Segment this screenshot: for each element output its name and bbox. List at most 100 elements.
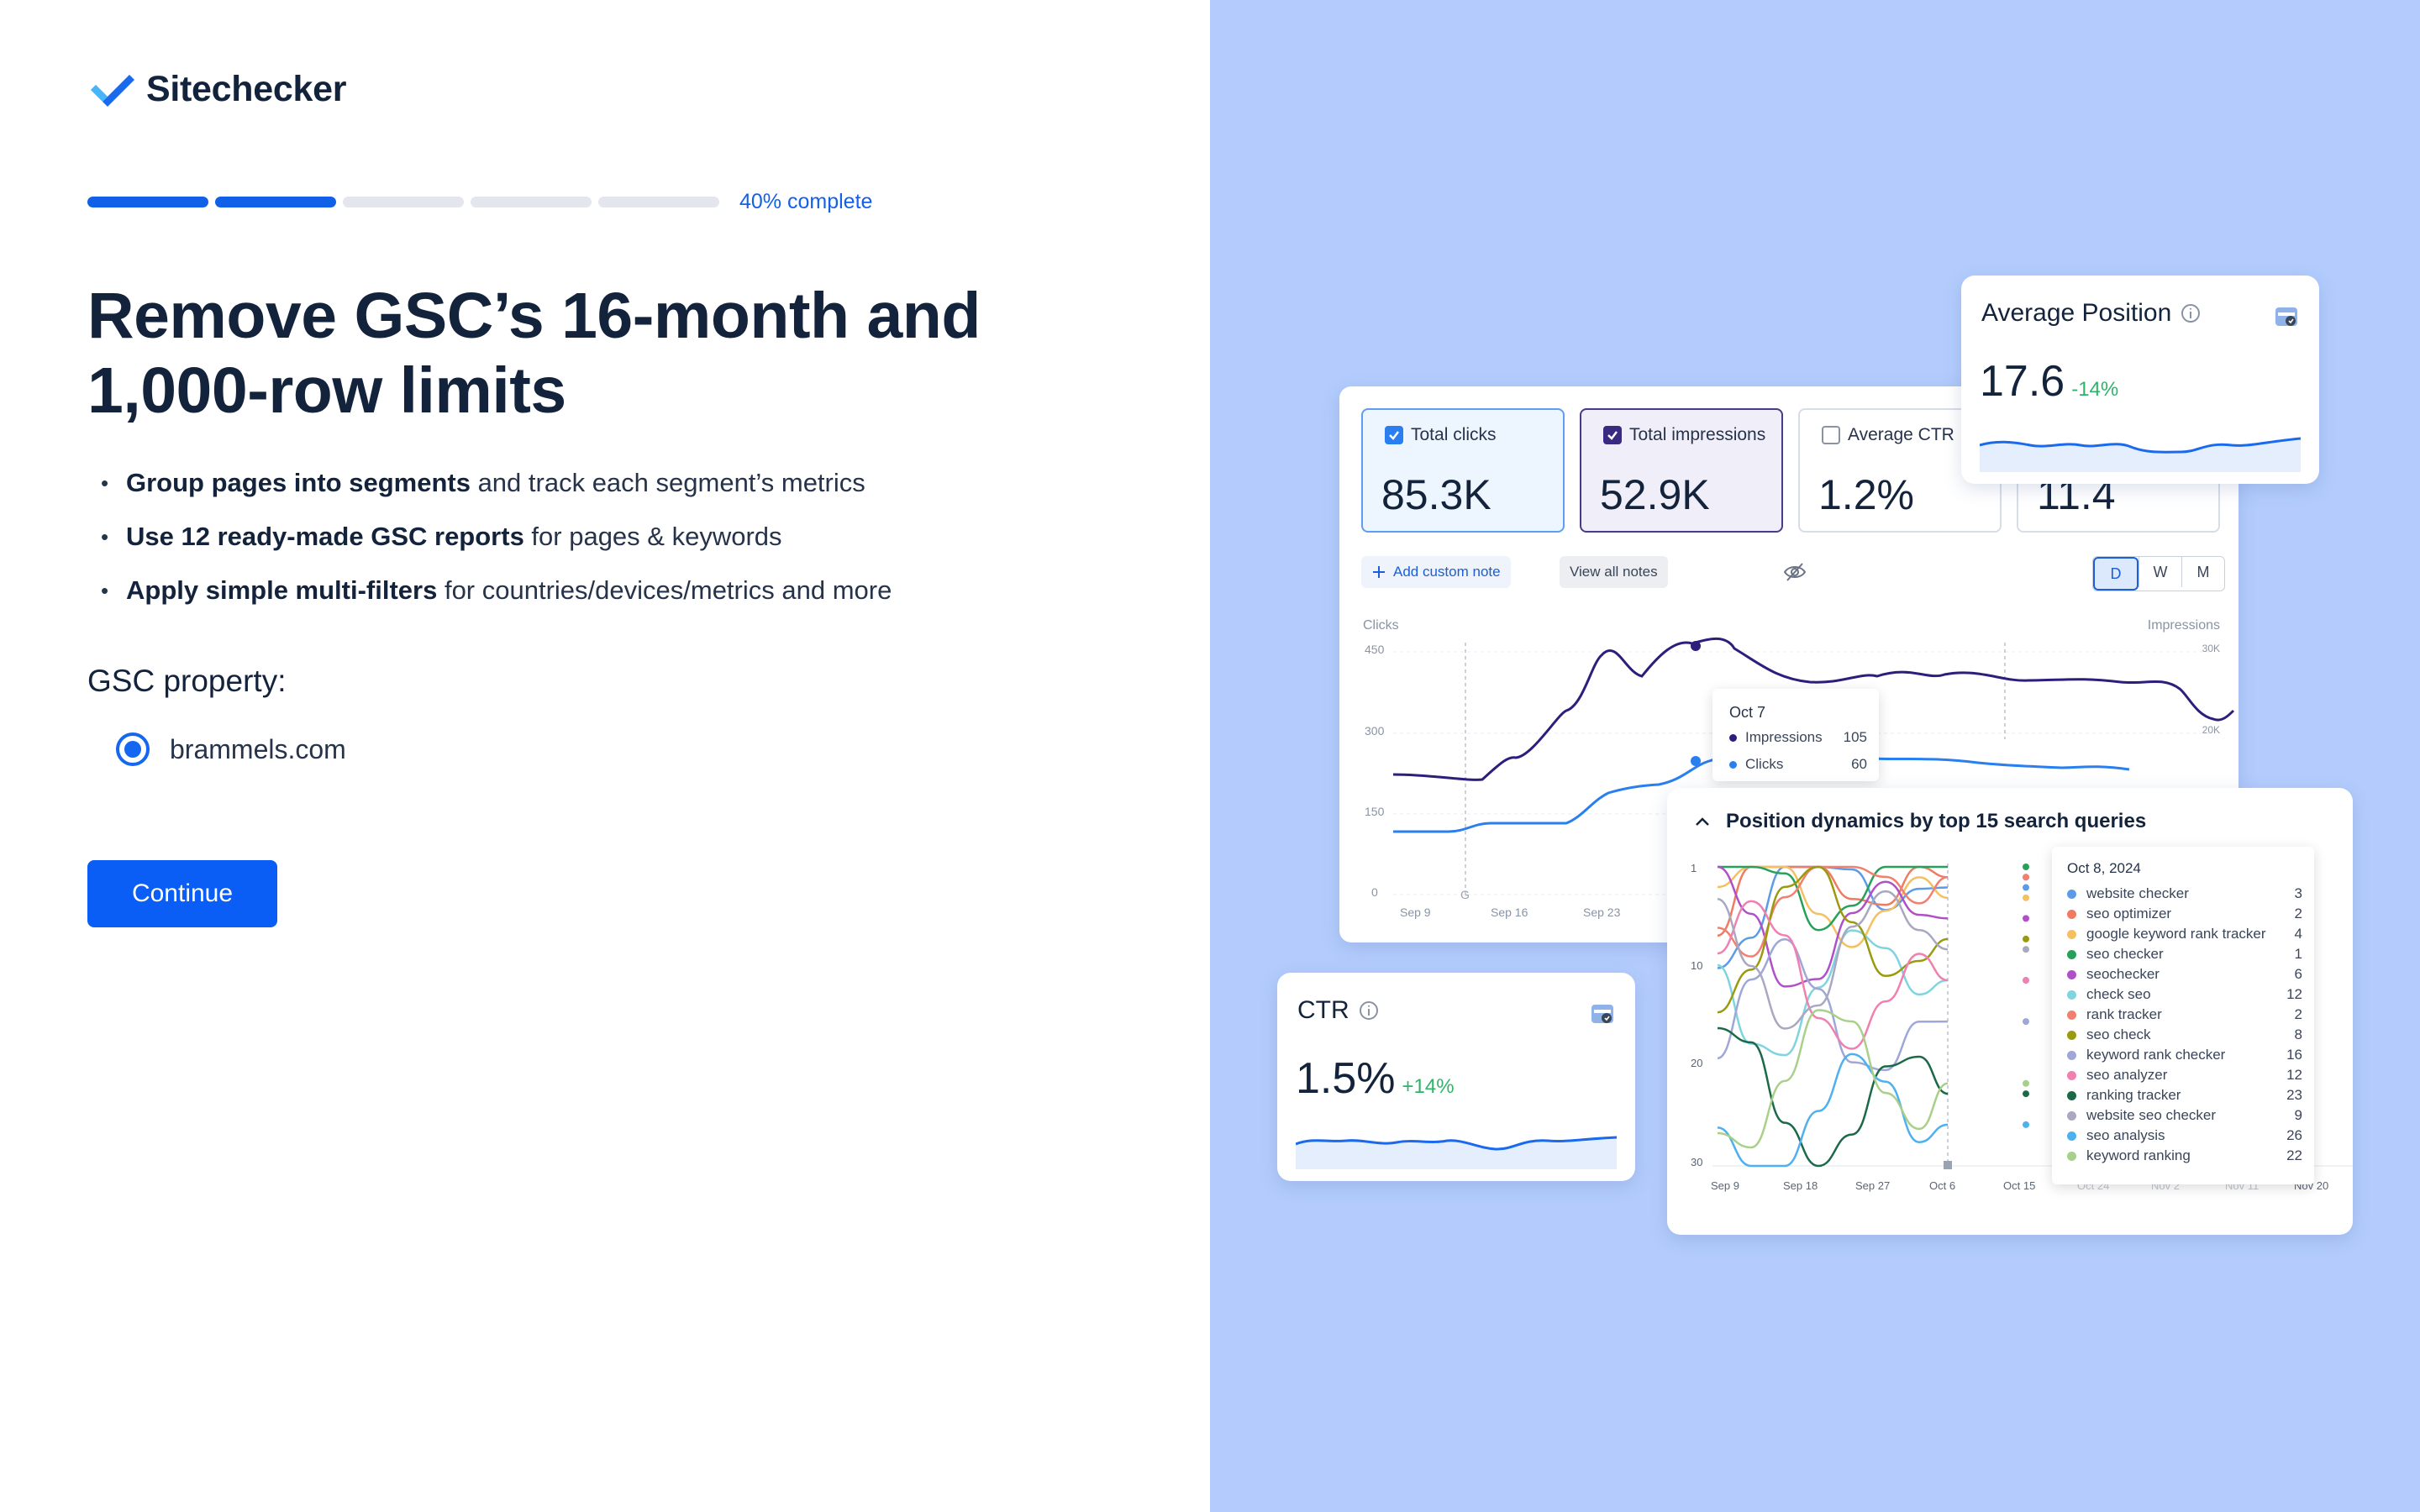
query-position: 12 [2286,986,2302,1002]
query-point [2023,946,2029,953]
radio-selected-dot [124,741,141,758]
tooltip-value: 60 [1851,756,1867,772]
query-name: ranking tracker [2086,1087,2181,1103]
period-week-button[interactable]: W [2139,557,2181,587]
query-point [2023,884,2029,891]
metric-delta: +14% [1402,1075,1455,1098]
query-position: 4 [2294,926,2302,942]
metric-label: Average CTR [1848,425,1954,444]
query-name: website checker [2086,885,2189,901]
x-tick: Sep 23 [1583,906,1621,919]
query-name: check seo [2086,986,2151,1002]
y-tick-right: 20K [2202,724,2220,736]
legend-dot [2067,949,2076,959]
plus-icon [1373,566,1385,578]
checkbox-checked-icon[interactable] [1385,426,1403,444]
lock-icon [1591,1005,1613,1023]
checkbox-checked-icon[interactable] [1603,426,1622,444]
info-icon[interactable] [1358,1000,1380,1021]
feature-item: Use 12 ready-made GSC reports for pages … [101,514,892,568]
legend-dot [2067,990,2076,1000]
feature-item: Group pages into segments and track each… [101,460,892,514]
query-row: google keyword rank tracker 4 [2067,924,2302,944]
radio-button[interactable] [116,732,150,766]
query-line [1718,865,1948,932]
tooltip-label: Clicks [1745,756,1784,772]
legend-dot [2067,889,2076,899]
query-row: check seo 12 [2067,984,2302,1005]
y-tick: 450 [1365,643,1385,656]
tooltip-value: 105 [1843,729,1867,745]
feature-bold: Group pages into segments [126,468,471,497]
y-tick: 150 [1365,805,1385,818]
y-tick: 20 [1691,1057,1703,1069]
legend-dot [2067,1131,2076,1141]
legend-dot [2067,1090,2076,1100]
query-row: keyword ranking 22 [2067,1146,2302,1166]
y-tick: 1 [1691,862,1697,874]
query-position: 16 [2286,1047,2302,1063]
view-all-notes-button[interactable]: View all notes [1560,556,1668,588]
card-title-text: CTR [1297,996,1349,1024]
query-line [1717,929,1949,1057]
y-tick: 10 [1691,959,1703,972]
feature-list: Group pages into segments and track each… [101,460,892,622]
x-tick: Sep 27 [1855,1179,1891,1192]
legend-dot [2067,1050,2076,1060]
x-tick: Sep 16 [1491,906,1528,919]
chevron-up-icon[interactable] [1694,816,1711,827]
query-name: seo analysis [2086,1127,2165,1143]
progress-segment [471,197,592,207]
metric-value: 17.6 [1980,357,2065,406]
query-position: 2 [2294,1006,2302,1022]
tooltip-row: Impressions 105 [1729,729,1867,746]
eye-off-icon[interactable] [1783,561,1807,583]
average-position-card: Average Position 17.6 -14% [1961,276,2319,484]
query-row: keyword rank checker 16 [2067,1045,2302,1065]
add-custom-note-button[interactable]: Add custom note [1361,556,1511,588]
progress-label: 40% complete [739,190,873,213]
query-line [1717,900,1949,1050]
card-title: CTR [1297,996,1380,1025]
metric-value: 85.3K [1381,471,1491,518]
query-row: ranking tracker 23 [2067,1085,2302,1105]
onboarding-panel: Sitechecker 40% complete Remove GSC’s 16… [0,0,1210,1512]
sparkline [1980,437,2301,472]
continue-button[interactable]: Continue [87,860,277,927]
query-line [1717,865,1949,958]
page-title: Remove GSC’s 16-month and 1,000-row limi… [87,279,1096,428]
query-line [1717,865,1949,1014]
period-switch: D W M [2092,556,2225,591]
query-position: 22 [2286,1147,2302,1163]
period-day-button[interactable]: D [2093,557,2139,591]
tooltip-date: Oct 7 [1729,704,1766,721]
query-position: 3 [2294,885,2302,901]
x-tick: Sep 9 [1711,1179,1739,1192]
tooltip-date: Oct 8, 2024 [2067,860,2141,876]
checkbox-empty-icon[interactable] [1822,426,1840,444]
gsc-property-option[interactable]: brammels.com [116,732,346,766]
legend-dot [2067,969,2076,979]
y-tick: 0 [1371,885,1378,899]
gsc-property-name[interactable]: brammels.com [170,733,346,764]
metric-value-row: 17.6 -14% [1980,356,2118,407]
info-icon[interactable] [2180,302,2202,324]
metric-value: 1.5% [1296,1054,1396,1103]
query-line [1717,1009,1949,1149]
position-dynamics-card: Position dynamics by top 15 search queri… [1667,788,2353,1235]
metric-label-row: Total clicks [1385,425,1497,445]
logo: Sitechecker [87,69,346,110]
period-month-button[interactable]: M [2181,557,2224,587]
metric-total-clicks[interactable]: Total clicks 85.3K [1361,408,1565,533]
query-point [2023,935,2029,942]
metric-value-row: 1.5% +14% [1296,1053,1455,1104]
metric-total-impressions[interactable]: Total impressions 52.9K [1580,408,1783,533]
query-row: seo optimizer 2 [2067,904,2302,924]
query-row: rank tracker 2 [2067,1005,2302,1025]
query-row: website seo checker 9 [2067,1105,2302,1126]
metric-label-row: Average CTR [1822,425,1954,445]
card-title[interactable]: Position dynamics by top 15 search queri… [1694,810,2146,833]
metric-label: Total clicks [1411,425,1497,444]
query-position: 2 [2294,906,2302,921]
ctr-card: CTR 1.5% +14% [1277,973,1635,1181]
